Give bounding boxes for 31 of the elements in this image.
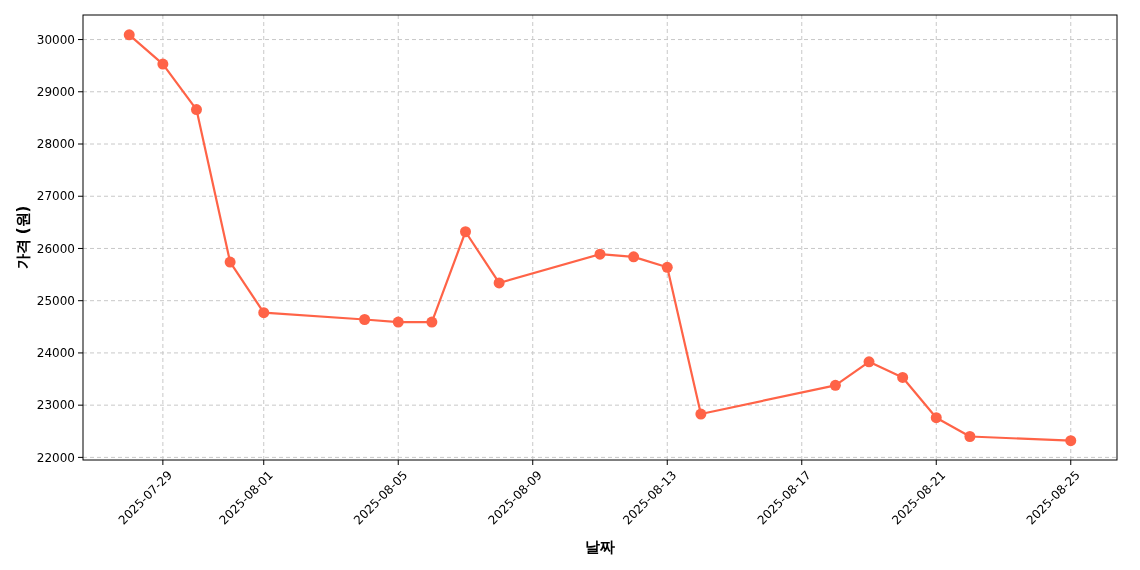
y-axis-title: 가격 (원)	[14, 205, 32, 270]
point	[930, 412, 942, 424]
point	[426, 316, 438, 328]
point	[897, 371, 909, 383]
point	[460, 226, 471, 238]
y-tick-label: 29000	[36, 84, 75, 99]
point	[157, 58, 169, 70]
y-tick-label: 30000	[36, 32, 75, 47]
point	[661, 261, 673, 273]
point	[863, 356, 875, 368]
point	[628, 251, 640, 263]
point	[258, 307, 270, 319]
point	[594, 248, 606, 260]
point	[190, 104, 202, 116]
y-tick-label: 25000	[36, 293, 75, 308]
point	[493, 277, 505, 289]
y-tick-label: 27000	[36, 189, 75, 204]
y-tick-label: 28000	[36, 137, 75, 152]
point	[224, 256, 236, 268]
point	[964, 431, 976, 442]
y-tick-label: 23000	[36, 398, 75, 413]
point	[1065, 435, 1077, 447]
y-tick-label: 26000	[36, 241, 75, 256]
point	[392, 316, 404, 328]
point	[695, 408, 707, 420]
point	[829, 379, 841, 391]
x-axis-title: 날짜	[585, 538, 615, 556]
y-tick-label: 24000	[36, 346, 75, 361]
point	[123, 29, 135, 41]
y-tick-label: 22000	[36, 450, 75, 465]
point	[359, 314, 371, 325]
